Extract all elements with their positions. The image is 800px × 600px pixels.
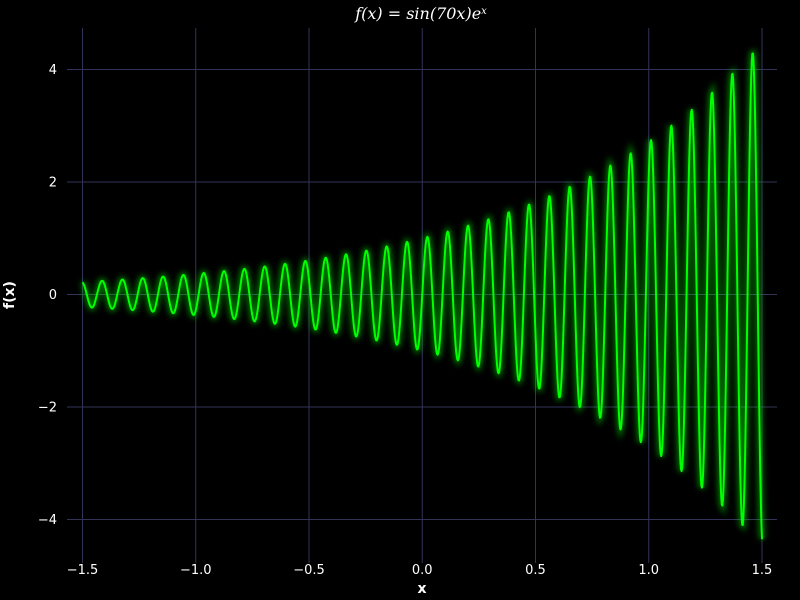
y-tick-label: 0 <box>49 288 57 303</box>
x-tick-label: −0.5 <box>293 563 325 578</box>
y-axis-label: f(x) <box>2 281 18 309</box>
x-tick-label: 1.5 <box>752 563 773 578</box>
y-tick-label: 2 <box>49 176 57 191</box>
chart-title: f(x) = sin(70x)ex <box>354 4 487 23</box>
series-line <box>81 52 763 540</box>
y-tick-label: 4 <box>49 63 57 78</box>
series-line-group <box>81 52 763 540</box>
x-tick-labels: −1.5 −1.0 −0.5 0.0 0.5 1.0 1.5 <box>67 563 773 578</box>
chart-title-base: f(x) = sin(70x)e <box>354 4 481 23</box>
y-tick-labels: −4 −2 0 2 4 <box>38 63 57 528</box>
y-tick-label: −4 <box>38 513 57 528</box>
chart-title-superscript: x <box>481 6 487 17</box>
x-tick-label: −1.5 <box>67 563 99 578</box>
y-tick-label: −2 <box>38 401 57 416</box>
x-tick-label: 0.5 <box>525 563 546 578</box>
x-tick-label: 1.0 <box>638 563 659 578</box>
x-tick-label: −1.0 <box>180 563 212 578</box>
x-tick-label: 0.0 <box>412 563 433 578</box>
x-axis-label: x <box>417 581 426 597</box>
